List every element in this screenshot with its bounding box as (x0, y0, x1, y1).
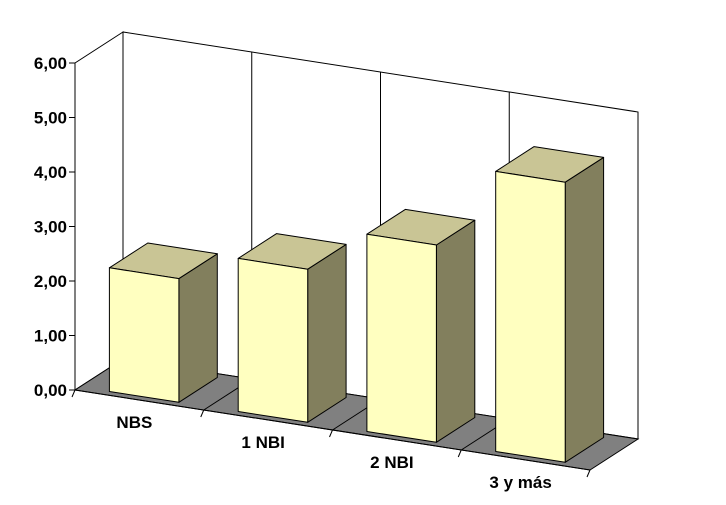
bar (237, 233, 347, 423)
bar (108, 242, 218, 403)
y-tick-label: 6,00 (34, 54, 67, 73)
x-tick-label: 2 NBI (370, 453, 413, 472)
bar-side (178, 253, 218, 403)
bar (366, 208, 476, 443)
bar-front (237, 257, 309, 423)
y-tick-label: 0,00 (34, 381, 67, 400)
bar-side (564, 156, 605, 463)
bar-front (108, 267, 180, 403)
x-tick (71, 389, 76, 398)
x-tick-label: 3 y más (489, 473, 551, 492)
x-tick-label: 1 NBI (241, 433, 284, 452)
x-tick (329, 429, 333, 438)
bar-side (307, 243, 347, 423)
bars (108, 146, 605, 463)
bar-front (495, 170, 566, 463)
labels: 0,00 1,00 2,00 3,00 4,00 5,00 6,00 NBS 1 NBI 2 NB… (34, 54, 552, 492)
x-tick (200, 409, 205, 418)
bar-side (435, 219, 476, 443)
x-tick (586, 469, 591, 478)
y-tick-label: 1,00 (34, 327, 67, 346)
bar (495, 146, 605, 463)
bar-front (366, 233, 437, 443)
y-tick-label: 4,00 (34, 163, 67, 182)
y-tick-label: 2,00 (34, 272, 67, 291)
y-tick-label: 5,00 (34, 109, 67, 128)
x-tick-label: NBS (116, 413, 152, 432)
y-tick-label: 3,00 (34, 218, 67, 237)
axes (69, 62, 591, 478)
x-tick (457, 449, 462, 458)
